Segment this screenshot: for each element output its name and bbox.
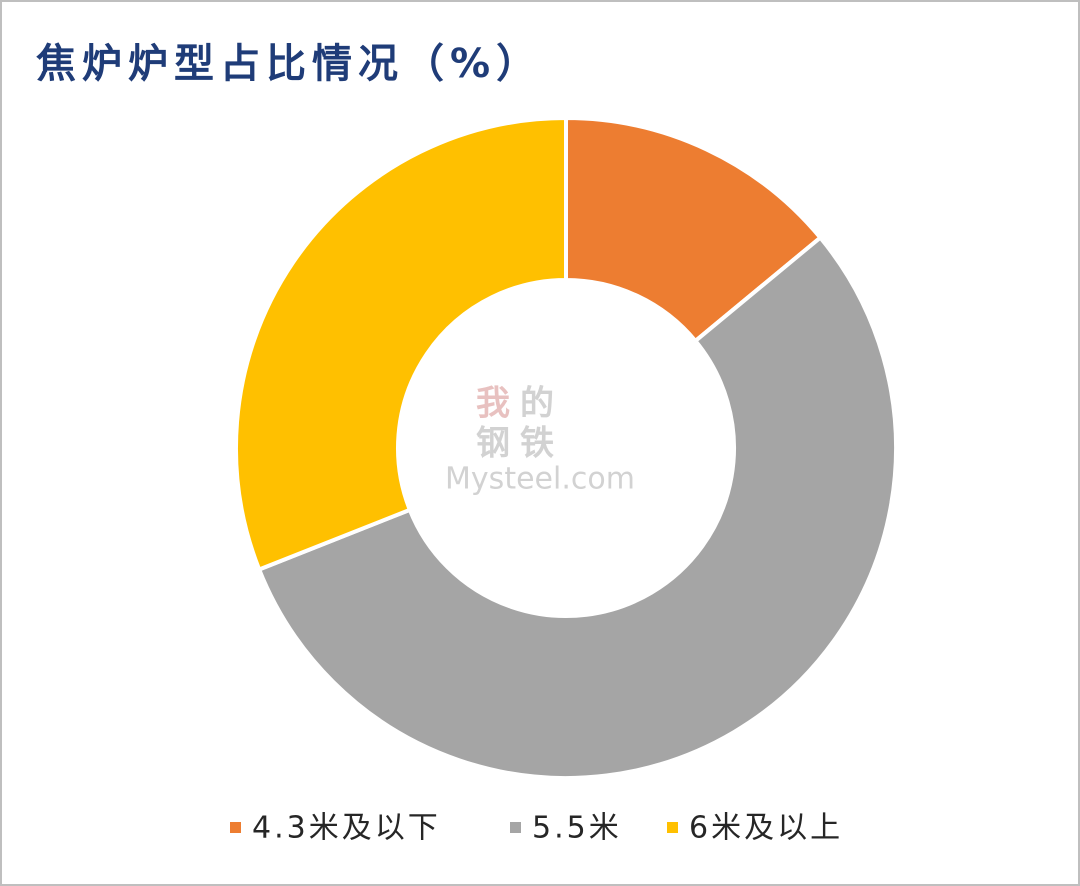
legend-label: 5.5米 bbox=[532, 811, 622, 846]
legend-label: 6米及以上 bbox=[689, 811, 843, 846]
legend-swatch bbox=[667, 822, 678, 833]
watermark-char: 铁 bbox=[520, 424, 554, 464]
donut-slice bbox=[234, 115, 568, 573]
watermark-char: 的 bbox=[520, 384, 554, 424]
donut-slice bbox=[256, 234, 898, 780]
legend-swatch bbox=[510, 822, 521, 833]
legend-swatch bbox=[230, 822, 241, 833]
donut bbox=[234, 115, 898, 780]
watermark: 我 的 钢 铁 Mysteel.com bbox=[445, 384, 635, 497]
legend-label: 4.3米及以下 bbox=[252, 811, 441, 846]
watermark-char: 钢 bbox=[476, 424, 510, 464]
legend: 4.3米及以下 5.5米 6米及以上 bbox=[230, 811, 843, 846]
watermark-text: Mysteel.com bbox=[445, 462, 635, 497]
watermark-char: 我 bbox=[476, 384, 510, 424]
donut-slice bbox=[564, 115, 824, 344]
chart-title: 焦炉炉型占比情况（%） bbox=[36, 41, 542, 87]
